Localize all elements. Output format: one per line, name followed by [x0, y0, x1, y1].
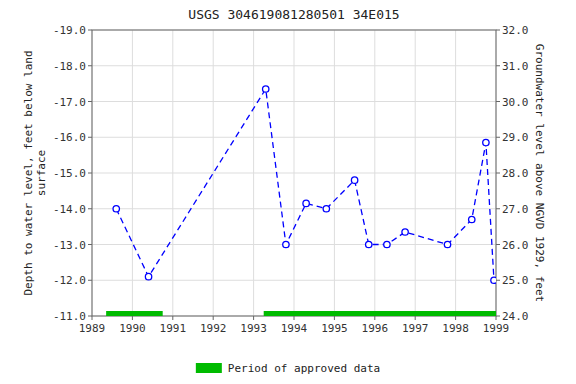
marker	[145, 273, 151, 279]
y2-tick-label: 32.0	[502, 24, 529, 37]
x-tick-label: 1995	[321, 322, 348, 335]
x-tick	[294, 316, 295, 320]
background	[0, 0, 576, 384]
marker	[283, 241, 289, 247]
y-tick	[88, 244, 92, 245]
y2-tick	[496, 101, 500, 102]
y-tick-label: -15.0	[53, 167, 86, 180]
marker	[483, 139, 489, 145]
y-tick-label: -17.0	[53, 96, 86, 109]
x-tick	[92, 316, 93, 320]
y-tick-label: -18.0	[53, 60, 86, 73]
y2-axis-label: Groundwater level above NGVD 1929, feet	[533, 44, 546, 302]
x-tick	[253, 316, 254, 320]
x-tick-label: 1993	[240, 322, 267, 335]
y-grid-line	[92, 280, 496, 281]
y-grid-line	[92, 101, 496, 102]
y-tick	[88, 65, 92, 66]
y-grid-line	[92, 244, 496, 245]
y-grid-line	[92, 208, 496, 209]
marker	[323, 206, 329, 212]
y2-tick	[496, 280, 500, 281]
y-tick	[88, 280, 92, 281]
y-tick-label: -11.0	[53, 310, 86, 323]
y2-tick-label: 24.0	[502, 310, 529, 323]
y2-tick-label: 25.0	[502, 274, 529, 287]
y-tick	[88, 137, 92, 138]
x-tick	[415, 316, 416, 320]
x-tick	[213, 316, 214, 320]
y2-tick	[496, 137, 500, 138]
y-tick	[88, 30, 92, 31]
y-tick-label: -13.0	[53, 239, 86, 252]
x-tick-label: 1999	[483, 322, 510, 335]
y-axis-label: Depth to water level, feet below landsur…	[22, 50, 48, 295]
y2-tick-label: 28.0	[502, 167, 529, 180]
legend: Period of approved data	[196, 362, 380, 375]
axes: 1989 1990 1991 1992 1993 1994 1995 1996 1997 1998…	[53, 24, 529, 335]
y2-tick	[496, 208, 500, 209]
y2-tick-label: 31.0	[502, 60, 529, 73]
line	[116, 89, 494, 280]
y2-tick-label: 27.0	[502, 203, 529, 216]
data	[106, 86, 496, 316]
marker	[366, 241, 372, 247]
marker	[303, 200, 309, 206]
y-grid-line	[92, 65, 496, 66]
y-tick-label: -19.0	[53, 24, 86, 37]
x-tick-label: 1991	[160, 322, 187, 335]
x-tick-label: 1998	[442, 322, 469, 335]
y-tick-label: -14.0	[53, 203, 86, 216]
y-tick	[88, 173, 92, 174]
y-tick-label: -12.0	[53, 274, 86, 287]
legend-swatch	[196, 363, 222, 373]
y-axis-label-line: Depth to water level, feet below land	[22, 50, 35, 295]
chart: 1989 1990 1991 1992 1993 1994 1995 1996 1997 1998…	[0, 0, 576, 384]
y2-tick	[496, 30, 500, 31]
marker	[444, 241, 450, 247]
x-tick-label: 1992	[200, 322, 227, 335]
x-tick	[374, 316, 375, 320]
x-tick-label: 1994	[281, 322, 308, 335]
x-tick	[334, 316, 335, 320]
approved-period-bar	[264, 311, 496, 316]
y-tick	[88, 208, 92, 209]
y-axis-label-line: surface	[35, 150, 48, 196]
y-tick	[88, 316, 92, 317]
x-tick-label: 1997	[402, 322, 429, 335]
y2-tick	[496, 244, 500, 245]
x-tick-label: 1990	[119, 322, 146, 335]
title: USGS 304619081280501 34E015	[188, 7, 399, 22]
grid	[92, 30, 496, 316]
marker	[113, 206, 119, 212]
y2-tick	[496, 316, 500, 317]
y-grid-line	[92, 173, 496, 174]
marker	[491, 277, 496, 283]
y2-tick-label: 30.0	[502, 96, 529, 109]
x-tick	[132, 316, 133, 320]
approved-period-bar	[106, 311, 163, 316]
x-tick-label: 1996	[362, 322, 389, 335]
y-tick	[88, 101, 92, 102]
x-tick	[496, 316, 497, 320]
legend-label: Period of approved data	[228, 362, 380, 375]
marker	[469, 216, 475, 222]
y-tick-label: -16.0	[53, 131, 86, 144]
marker	[263, 86, 269, 92]
marker	[384, 241, 390, 247]
y2-tick-label: 26.0	[502, 239, 529, 252]
marker	[402, 229, 408, 235]
x-tick	[455, 316, 456, 320]
x-tick-label: 1989	[79, 322, 106, 335]
plot-frame	[92, 30, 496, 316]
y2-tick-label: 29.0	[502, 131, 529, 144]
x-tick	[172, 316, 173, 320]
marker	[351, 177, 357, 183]
y2-tick	[496, 65, 500, 66]
y-grid-line	[92, 137, 496, 138]
y2-tick	[496, 173, 500, 174]
